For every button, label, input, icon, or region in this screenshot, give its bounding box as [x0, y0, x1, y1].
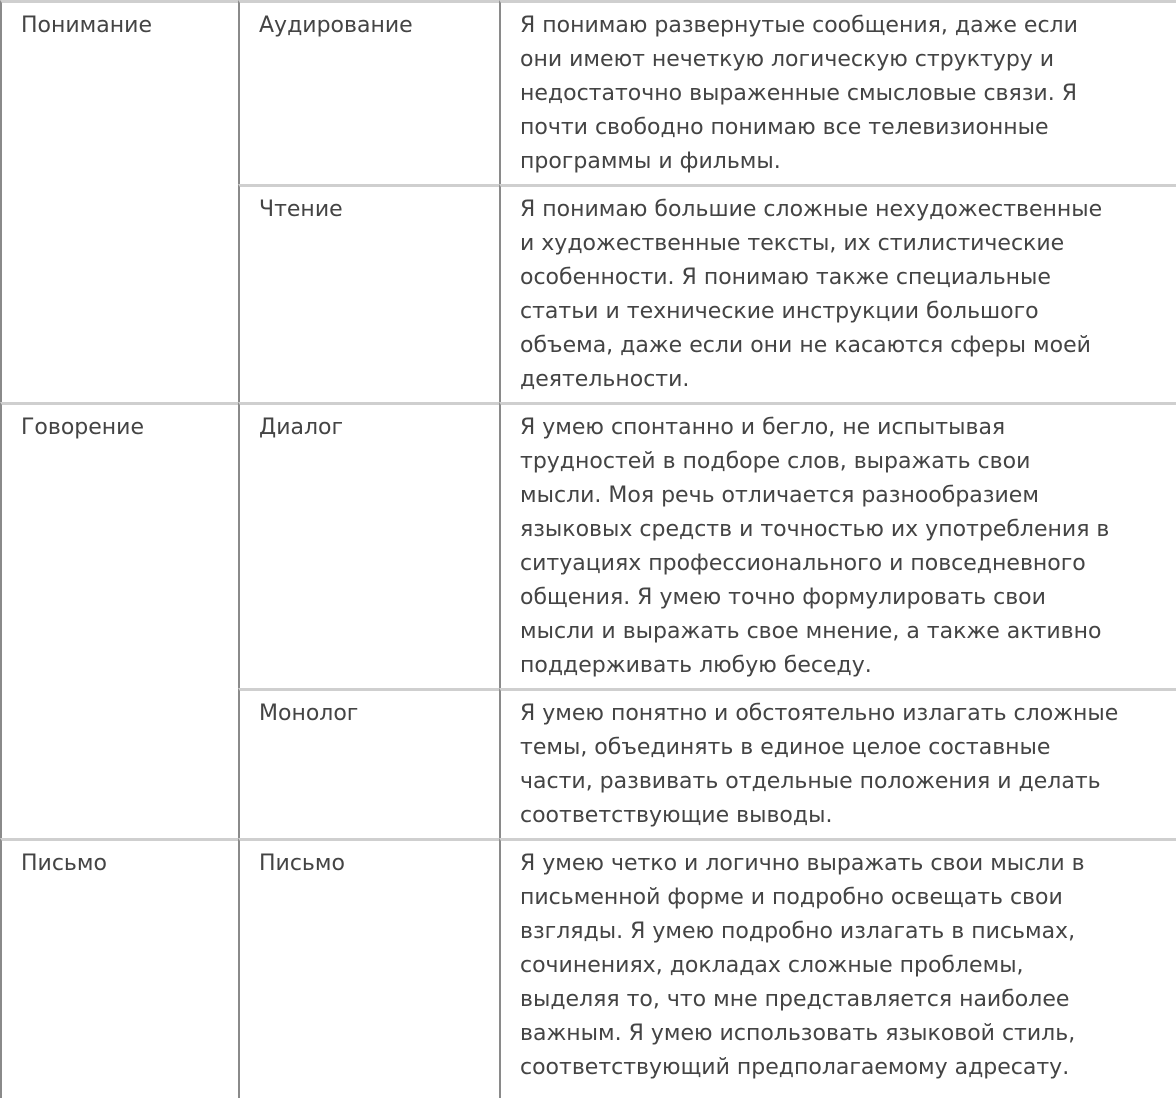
- skill-cell: Аудирование: [238, 0, 499, 184]
- description-line: статьи и технические инструкции большого: [520, 299, 1039, 324]
- description-line: программы и фильмы.: [520, 149, 781, 174]
- description-line: взгляды. Я умею подробно излагать в пись…: [520, 919, 1076, 944]
- category-cell: Письмо: [0, 838, 238, 1098]
- description-line: Я понимаю развернутые сообщения, даже ес…: [520, 13, 1078, 38]
- description-line: мысли. Моя речь отличается разнообразием: [520, 483, 1039, 508]
- skill-label: Диалог: [259, 415, 344, 440]
- description-line: особенности. Я понимаю также специальные: [520, 265, 1051, 290]
- description-line: соответствующие выводы.: [520, 803, 833, 828]
- description-line: части, развивать отдельные положения и д…: [520, 769, 1101, 794]
- description-cell: Я понимаю развернутые сообщения, даже ес…: [499, 0, 1176, 184]
- description-line: Я умею четко и логично выражать свои мыс…: [520, 851, 1085, 876]
- table-row: Письмо Письмо Я умею четко и логично выр…: [0, 838, 1176, 1098]
- description-line: деятельности.: [520, 367, 690, 392]
- description-line: ситуациях профессионального и повседневн…: [520, 551, 1086, 576]
- skill-label: Аудирование: [259, 13, 413, 38]
- skill-label: Чтение: [259, 197, 343, 222]
- description-line: почти свободно понимаю все телевизионные: [520, 115, 1049, 140]
- description-line: выделяя то, что мне представляется наибо…: [520, 987, 1070, 1012]
- description-line: соответствующий предполагаемому адресату…: [520, 1055, 1070, 1080]
- description-line: и художественные тексты, их стилистическ…: [520, 231, 1065, 256]
- table-row: Говорение Диалог Я умею спонтанно и бегл…: [0, 402, 1176, 838]
- description-line: общения. Я умею точно формулировать свои: [520, 585, 1046, 610]
- skill-cell: Монолог: [238, 688, 499, 838]
- skill-label: Монолог: [259, 701, 359, 726]
- skill-label: Письмо: [259, 851, 345, 876]
- skill-cell: Чтение: [238, 184, 499, 402]
- description-line: Я умею спонтанно и бегло, не испытывая: [520, 415, 1006, 440]
- description-cell: Я умею спонтанно и бегло, не испытывая тр…: [499, 402, 1176, 688]
- description-line: объема, даже если они не касаются сферы …: [520, 333, 1091, 358]
- description-line: сочинениях, докладах сложные проблемы,: [520, 953, 1024, 978]
- description-cell: Я умею четко и логично выражать свои мыс…: [499, 838, 1176, 1098]
- description-line: Я понимаю большие сложные нехудожественн…: [520, 197, 1103, 222]
- description-line: недостаточно выраженные смысловые связи.…: [520, 81, 1078, 106]
- skill-cell: Письмо: [238, 838, 499, 1098]
- description-cell: Я умею понятно и обстоятельно излагать с…: [499, 688, 1176, 838]
- category-label: Письмо: [21, 851, 107, 876]
- category-label: Понимание: [21, 13, 152, 38]
- skill-cell: Диалог: [238, 402, 499, 688]
- description-line: мысли и выражать свое мнение, а также ак…: [520, 619, 1102, 644]
- description-line: языковых средств и точностью их употребл…: [520, 517, 1110, 542]
- category-label: Говорение: [21, 415, 145, 440]
- table-row: Понимание Аудирование Я понимаю разверну…: [0, 0, 1176, 402]
- description-line: темы, объединять в единое целое составны…: [520, 735, 1051, 760]
- category-cell: Говорение: [0, 402, 238, 838]
- description-line: они имеют нечеткую логическую структуру …: [520, 47, 1055, 72]
- description-line: поддерживать любую беседу.: [520, 653, 872, 678]
- description-line: трудностей в подборе слов, выражать свои: [520, 449, 1031, 474]
- description-line: важным. Я умею использовать языковой сти…: [520, 1021, 1076, 1046]
- table-row: Монолог Я умею понятно и обстоятельно из…: [0, 688, 1176, 838]
- description-line: Я умею понятно и обстоятельно излагать с…: [520, 701, 1119, 726]
- table-row: Чтение Я понимаю большие сложные нехудож…: [0, 184, 1176, 402]
- category-cell: Понимание: [0, 0, 238, 402]
- description-cell: Я понимаю большие сложные нехудожественн…: [499, 184, 1176, 402]
- description-line: письменной форме и подробно освещать сво…: [520, 885, 1063, 910]
